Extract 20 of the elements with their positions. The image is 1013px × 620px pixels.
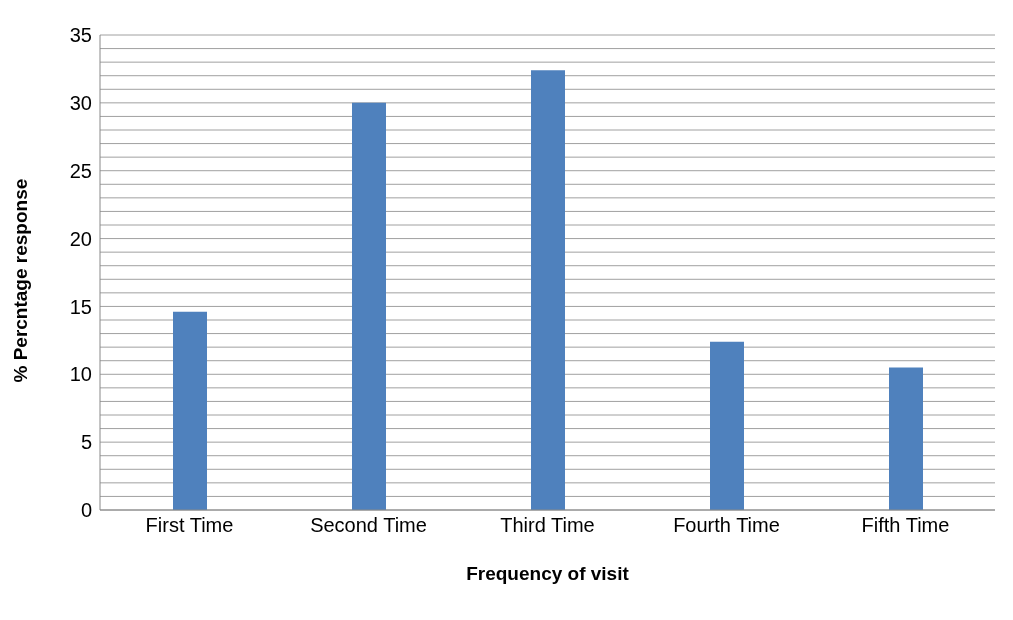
y-tick-label: 5 bbox=[80, 431, 92, 454]
y-axis-title: % Percntage response bbox=[9, 178, 31, 383]
bar bbox=[710, 341, 744, 510]
y-tick-label: 20 bbox=[69, 227, 92, 250]
y-tick-label: 25 bbox=[69, 159, 92, 182]
x-tick-label: Third Time bbox=[500, 514, 595, 537]
x-tick-label: Fifth Time bbox=[861, 514, 950, 537]
bar bbox=[531, 70, 565, 510]
bar bbox=[352, 102, 386, 510]
x-tick-label: Fourth Time bbox=[673, 514, 780, 537]
y-tick-label: 35 bbox=[69, 24, 92, 47]
y-tick-label: 30 bbox=[69, 91, 92, 114]
x-axis-title: Frequency of visit bbox=[466, 563, 630, 584]
x-tick-label: Second Time bbox=[310, 514, 427, 537]
bar bbox=[889, 367, 923, 510]
x-tick-label: First Time bbox=[145, 514, 234, 537]
y-tick-label: 0 bbox=[80, 499, 92, 522]
y-tick-label: 15 bbox=[69, 295, 92, 318]
y-tick-label: 10 bbox=[69, 363, 92, 386]
bar bbox=[173, 311, 207, 510]
